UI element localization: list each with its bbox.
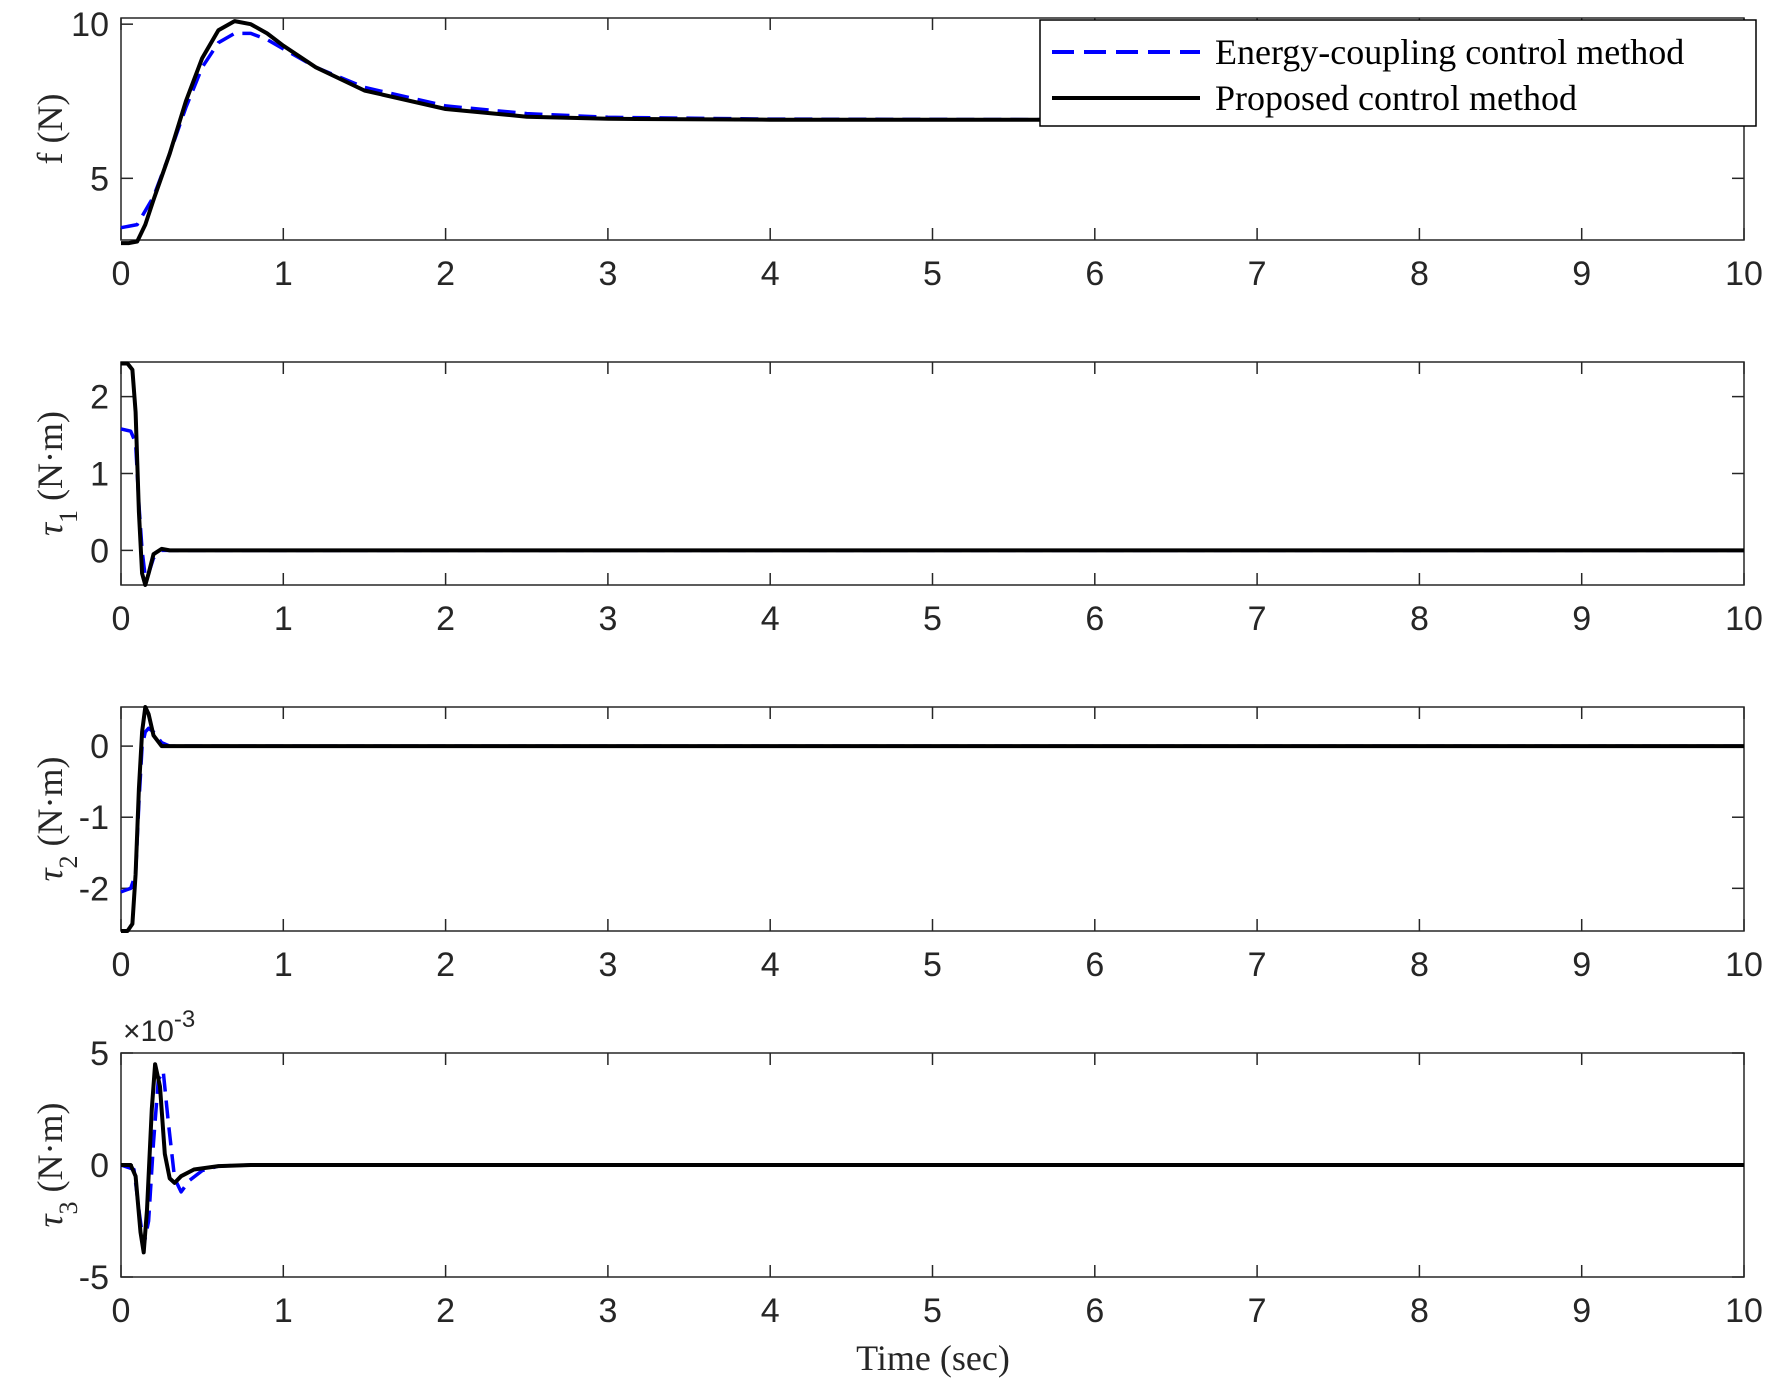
x-tick-label: 7 (1248, 600, 1267, 638)
series-line-proposed (121, 1062, 1744, 1255)
y-axis-label: τ1 (N·m) (30, 411, 83, 536)
x-tick-label: 1 (274, 946, 293, 984)
x-tick-label: 9 (1572, 600, 1591, 638)
x-tick-label: 7 (1248, 255, 1267, 293)
x-tick-label: 0 (112, 946, 131, 984)
x-tick-label: 0 (112, 1292, 131, 1330)
y-tick-label: 2 (90, 379, 109, 417)
legend: Energy-coupling control method Proposed … (1039, 19, 1757, 127)
x-tick-label: 4 (761, 946, 780, 984)
y-tick-label: -5 (79, 1259, 109, 1297)
x-tick-label: 5 (923, 1292, 942, 1330)
x-tick-label: 10 (1725, 1292, 1763, 1330)
y-tick-label: 0 (90, 532, 109, 570)
x-tick-label: 5 (923, 255, 942, 293)
x-tick-label: 10 (1725, 600, 1763, 638)
x-tick-label: 3 (598, 1292, 617, 1330)
x-tick-label: 4 (761, 255, 780, 293)
x-tick-label: 2 (436, 255, 455, 293)
plot-area-frame (120, 361, 1745, 586)
x-tick-label: 8 (1410, 946, 1429, 984)
y-tick-label: 0 (90, 1147, 109, 1185)
x-tick-label: 2 (436, 1292, 455, 1330)
x-tick-label: 0 (112, 255, 131, 293)
legend-box (1039, 19, 1757, 127)
y-axis-label: τ3 (N·m) (30, 1103, 83, 1228)
y-tick-label: 1 (90, 456, 109, 494)
x-tick-label: 9 (1572, 255, 1591, 293)
y-tick-label: -1 (79, 799, 109, 837)
x-axis-label: Time (sec) (856, 1338, 1010, 1378)
x-tick-label: 0 (112, 600, 131, 638)
x-tick-label: 8 (1410, 600, 1429, 638)
x-tick-label: 7 (1248, 946, 1267, 984)
x-tick-label: 5 (923, 600, 942, 638)
x-tick-label: 8 (1410, 1292, 1429, 1330)
legend-label-proposed: Proposed control method (1215, 78, 1577, 118)
plot-area-frame (120, 706, 1745, 932)
x-tick-label: 8 (1410, 255, 1429, 293)
x-tick-label: 2 (436, 946, 455, 984)
x-tick-label: 3 (598, 946, 617, 984)
x-tick-label: 10 (1725, 946, 1763, 984)
x-tick-label: 1 (274, 1292, 293, 1330)
x-tick-label: 6 (1085, 255, 1104, 293)
x-tick-label: 2 (436, 600, 455, 638)
x-tick-label: 4 (761, 600, 780, 638)
x-tick-label: 9 (1572, 1292, 1591, 1330)
y-tick-label: 10 (71, 6, 109, 44)
x-tick-label: 1 (274, 600, 293, 638)
x-tick-label: 10 (1725, 255, 1763, 293)
y-tick-label: 5 (90, 1035, 109, 1073)
x-tick-label: 1 (274, 255, 293, 293)
x-tick-label: 6 (1085, 600, 1104, 638)
y-exponent-label: ×10-3 (123, 1006, 195, 1048)
y-tick-label: 5 (90, 160, 109, 198)
legend-label-energy-coupling: Energy-coupling control method (1215, 32, 1684, 72)
x-tick-label: 6 (1085, 946, 1104, 984)
y-axis-label: τ2 (N·m) (30, 757, 83, 882)
y-axis-label: f (N) (30, 94, 70, 165)
x-tick-label: 5 (923, 946, 942, 984)
x-tick-label: 9 (1572, 946, 1591, 984)
x-tick-label: 3 (598, 600, 617, 638)
y-tick-label: 0 (90, 728, 109, 766)
series-line-proposed (121, 705, 1744, 933)
x-tick-label: 7 (1248, 1292, 1267, 1330)
y-tick-label: -2 (79, 870, 109, 908)
x-tick-label: 6 (1085, 1292, 1104, 1330)
series-line-proposed (121, 361, 1744, 587)
x-tick-label: 4 (761, 1292, 780, 1330)
x-tick-label: 3 (598, 255, 617, 293)
